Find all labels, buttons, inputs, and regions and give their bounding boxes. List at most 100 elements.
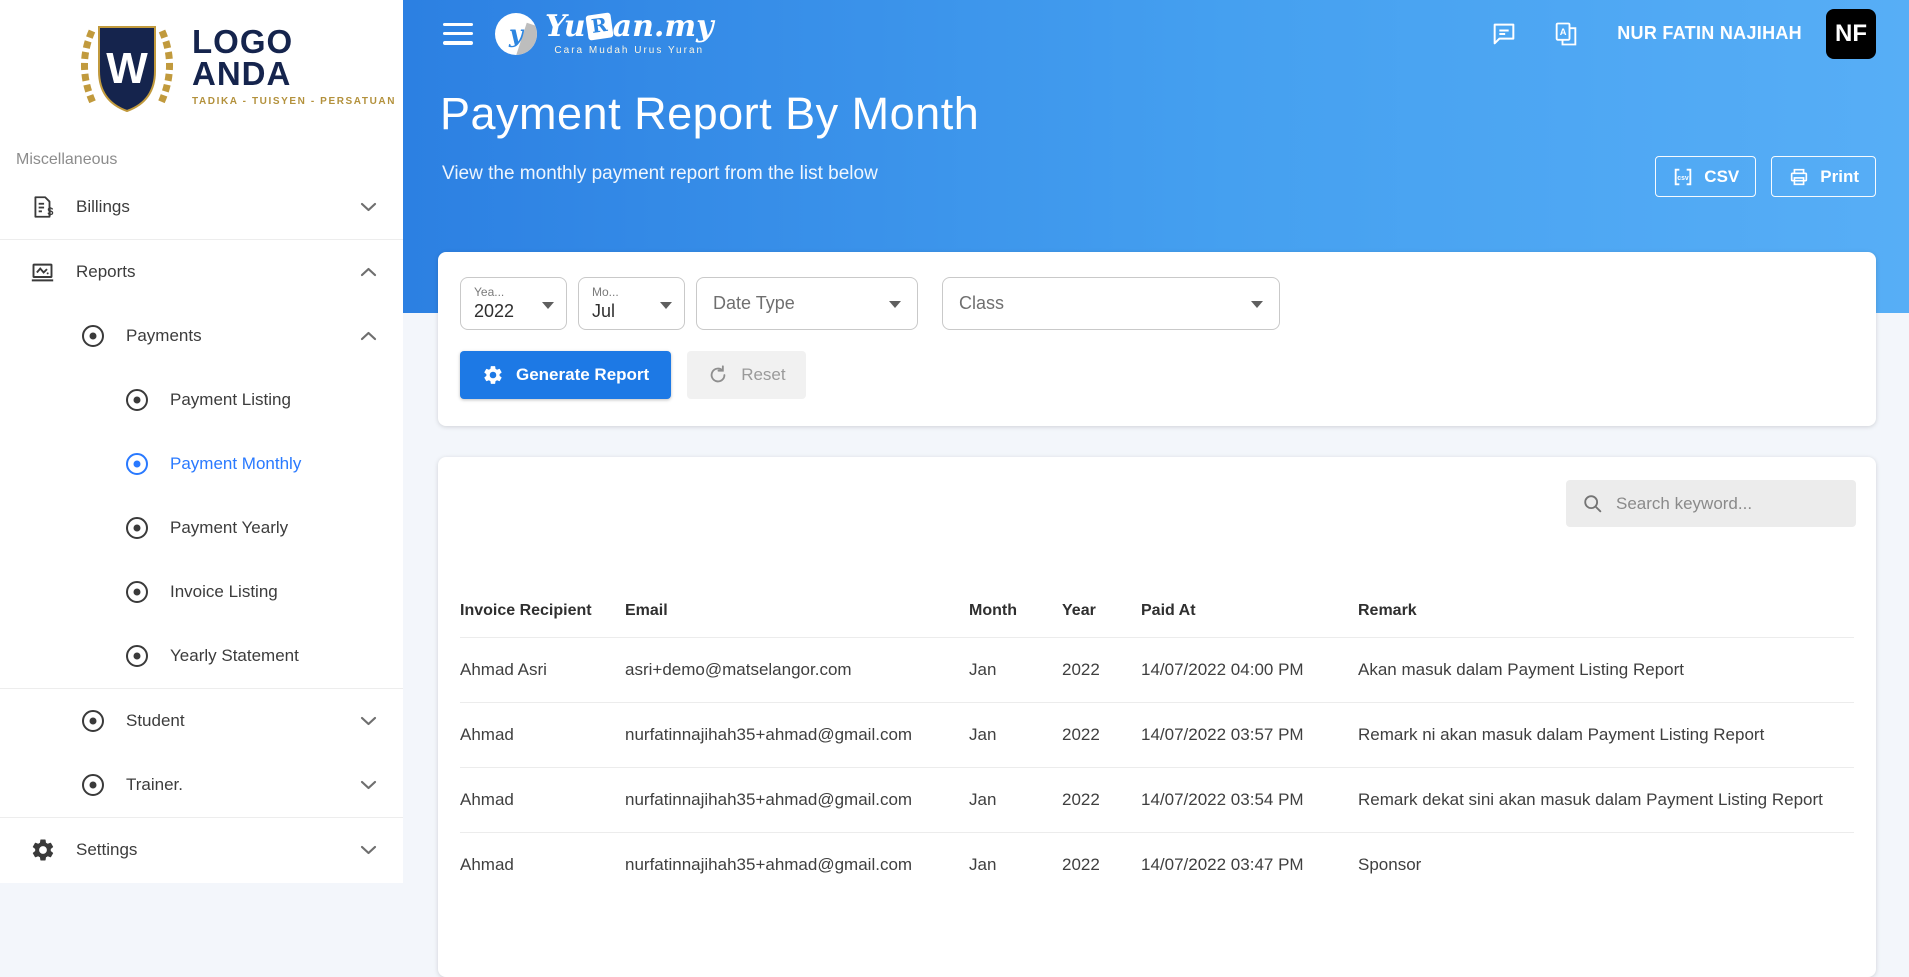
generate-report-button[interactable]: Generate Report [460,351,672,399]
print-icon [1791,168,1808,185]
sidebar-divider [0,817,403,818]
page-title: Payment Report By Month [440,88,980,139]
table-header-row: Invoice Recipient Email Month Year Paid At Re… [460,585,1854,638]
sidebar-item-invoice-listing[interactable]: Invoice Listing [0,560,403,624]
table-cell: 2022 [1062,702,1141,768]
svg-text:W: W [106,44,148,93]
print-button[interactable]: Print [1771,156,1876,197]
table-cell: Ahmad [460,767,625,833]
sidebar-item-trainer[interactable]: Trainer. [0,753,403,817]
sidebar-item-label: Payment Listing [170,390,291,409]
class-select[interactable]: Class [942,277,1280,330]
radio-icon [123,451,150,478]
radio-icon [123,643,150,670]
reset-button[interactable]: Reset [687,351,806,399]
svg-text:A: A [1560,27,1567,37]
sidebar-item-payment-listing[interactable]: Payment Listing [0,368,403,432]
svg-text:$: $ [47,206,53,218]
sidebar-item-student[interactable]: Student [0,689,403,753]
sidebar-item-payments[interactable]: Payments [0,304,403,368]
column-header-year: Year [1062,585,1141,638]
table-cell: Sponsor [1358,854,1422,874]
table-cell: Jan [969,702,1062,768]
app-logo-tagline: Cara Mudah Urus Yuran [554,44,705,56]
sidebar-item-payment-yearly[interactable]: Payment Yearly [0,496,403,560]
filters-card: Yea... 2022 Mo... Jul Date Type Class [438,252,1876,426]
csv-icon: csv [1675,168,1692,185]
radio-icon [79,323,106,350]
avatar[interactable]: NF [1826,8,1876,59]
sidebar-section-label: Miscellaneous [16,151,118,168]
sidebar-item-reports[interactable]: Reports [0,240,403,304]
table-cell: 14/07/2022 03:47 PM [1141,854,1304,874]
sidebar-item-payment-monthly[interactable]: Payment Monthly [0,432,403,496]
reset-icon [710,365,726,383]
app-logo-r-box: R [585,12,614,41]
sidebar-item-settings[interactable]: Settings [0,818,403,882]
column-header-email: Email [625,585,969,638]
user-name[interactable]: NUR FATIN NAJIHAH [1617,23,1802,43]
table-cell: Remark dekat sini akan masuk dalam Payme… [1358,767,1854,833]
app-logo-mark: y [495,12,537,55]
sidebar-item-yearly-statement[interactable]: Yearly Statement [0,624,403,688]
table-row: Ahmad nurfatinnajihah35+ahmad@gmail.com Ja… [460,702,1854,768]
radio-icon [123,515,150,542]
column-header-remark: Remark [1358,585,1854,638]
sidebar-item-label: Settings [76,840,138,859]
table-cell: nurfatinnajihah35+ahmad@gmail.com [625,854,913,874]
chevron-down-icon [1251,301,1263,308]
search-input[interactable] [1616,493,1836,514]
table-cell: 2022 [1062,637,1141,703]
table-cell: Ahmad Asri [460,637,625,703]
sidebar-item-label: Payments [126,326,202,345]
sidebar-nav: $ Billings Reports Payments Payment Listing P… [0,175,403,882]
reports-icon [29,259,56,286]
org-emblem-shield-icon: W [80,25,174,112]
menu-toggle-icon[interactable] [443,22,473,45]
month-select[interactable]: Mo... Jul [578,277,685,330]
csv-button[interactable]: csv CSV [1655,156,1757,197]
table-row: Ahmad Asri asri+demo@matselangor.com Jan 20… [460,637,1854,703]
search-box [1566,480,1856,527]
table-cell: 14/07/2022 04:00 PM [1141,637,1358,703]
chevron-down-icon [360,780,377,791]
table-cell: asri+demo@matselangor.com [625,637,969,703]
sidebar: W LOGO ANDA TADIKA - TUISYEN - PERSATUAN… [0,0,403,883]
sidebar-item-label: Payment Monthly [170,454,302,473]
chevron-down-icon [360,716,377,727]
table-row: Ahmad nurfatinnajihah35+ahmad@gmail.com Ja… [460,832,1854,897]
sidebar-item-label: Student [126,711,185,730]
chevron-up-icon [360,331,377,342]
date-type-select[interactable]: Date Type [696,277,918,330]
year-select[interactable]: Yea... 2022 [460,277,567,330]
table-cell: 2022 [1062,767,1141,833]
table-cell: Akan masuk dalam Payment Listing Report [1358,637,1854,703]
column-header-month: Month [969,585,1062,638]
chevron-up-icon [360,267,377,278]
table-cell: nurfatinnajihah35+ahmad@gmail.com [625,702,969,768]
sidebar-divider [0,688,403,689]
brand-tagline: TADIKA - TUISYEN - PERSATUAN [192,95,397,107]
table-cell: 14/07/2022 03:57 PM [1141,702,1358,768]
sidebar-item-label: Yearly Statement [170,646,299,665]
table-cell: Ahmad [460,702,625,768]
sidebar-divider [0,239,403,240]
export-actions: csv CSV Print [1655,156,1876,197]
chat-icon[interactable] [1489,19,1519,49]
table-cell: Remark ni akan masuk dalam Payment Listi… [1358,702,1854,768]
translate-icon[interactable]: A [1551,19,1581,49]
table-cell: nurfatinnajihah35+ahmad@gmail.com [625,767,969,833]
chevron-down-icon [360,845,377,856]
table-cell: 14/07/2022 03:54 PM [1141,767,1358,833]
sidebar-item-billings[interactable]: $ Billings [0,175,403,239]
sidebar-item-label: Payment Yearly [170,518,289,537]
sidebar-item-label: Invoice Listing [170,582,278,601]
chevron-down-icon [360,202,377,213]
org-logo: W LOGO ANDA TADIKA - TUISYEN - PERSATUAN [0,0,403,125]
gear-icon [484,366,502,384]
radio-icon [79,708,106,735]
